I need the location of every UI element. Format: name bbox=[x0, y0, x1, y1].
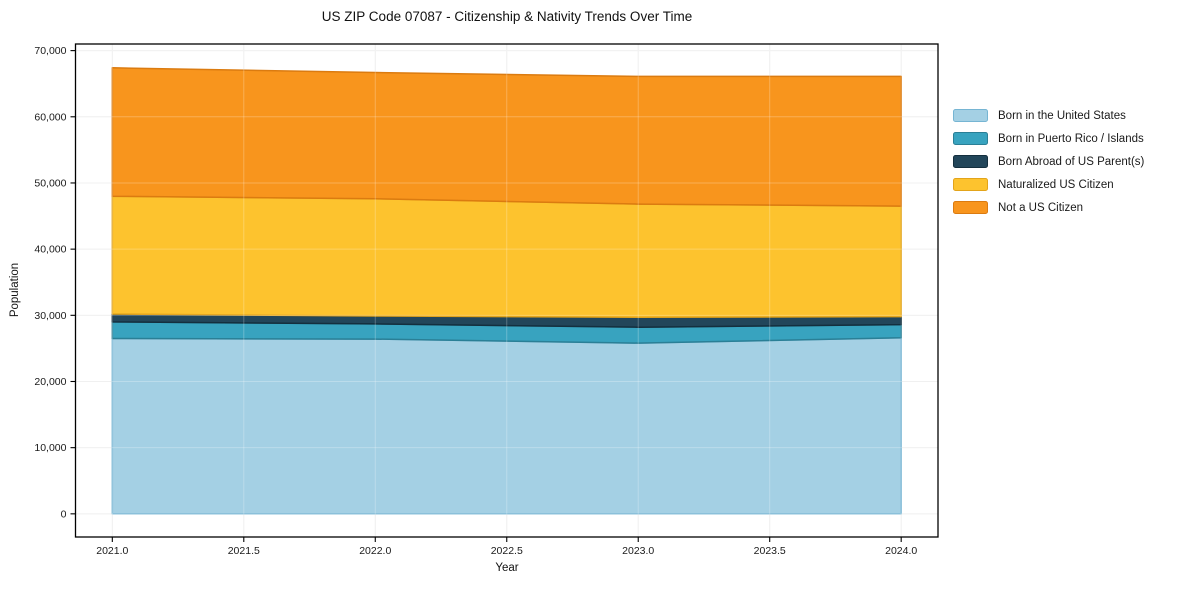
y-tick-labels: 0 10,000 20,000 30,000 40,000 50,000 60,000 70,… bbox=[34, 45, 66, 520]
y-axis-label: Population bbox=[9, 262, 21, 318]
svg-text:0: 0 bbox=[61, 508, 67, 520]
legend-swatch-naturalized-icon bbox=[953, 178, 988, 191]
svg-text:50,000: 50,000 bbox=[34, 177, 66, 189]
svg-text:30,000: 30,000 bbox=[34, 310, 66, 322]
svg-text:2021.0: 2021.0 bbox=[96, 545, 128, 557]
legend-swatch-not-citizen-icon bbox=[953, 201, 988, 214]
legend-item-born-abroad: Born Abroad of US Parent(s) bbox=[953, 150, 1144, 173]
svg-text:60,000: 60,000 bbox=[34, 111, 66, 123]
legend: Born in the United States Born in Puerto… bbox=[953, 104, 1144, 219]
gridlines-overlay bbox=[75, 44, 938, 537]
legend-label: Born Abroad of US Parent(s) bbox=[998, 155, 1145, 168]
legend-swatch-born-us-icon bbox=[953, 109, 988, 122]
svg-text:2022.0: 2022.0 bbox=[359, 545, 391, 557]
legend-item-not-citizen: Not a US Citizen bbox=[953, 196, 1144, 219]
svg-text:20,000: 20,000 bbox=[34, 376, 66, 388]
svg-text:70,000: 70,000 bbox=[34, 45, 66, 57]
svg-text:2022.5: 2022.5 bbox=[491, 545, 523, 557]
svg-text:2023.5: 2023.5 bbox=[754, 545, 786, 557]
svg-text:2021.5: 2021.5 bbox=[228, 545, 260, 557]
axis-ticks bbox=[70, 50, 902, 542]
legend-label: Naturalized US Citizen bbox=[998, 178, 1114, 191]
svg-text:2024.0: 2024.0 bbox=[885, 545, 917, 557]
legend-label: Not a US Citizen bbox=[998, 201, 1084, 214]
area-series-4 bbox=[111, 67, 902, 207]
svg-text:2023.0: 2023.0 bbox=[622, 545, 654, 557]
x-tick-labels: 2021.0 2021.5 2022.0 2022.5 2023.0 2023.5 2024… bbox=[96, 545, 917, 557]
legend-item-naturalized: Naturalized US Citizen bbox=[953, 173, 1144, 196]
legend-label: Born in the United States bbox=[998, 109, 1126, 122]
chart-title: US ZIP Code 07087 - Citizenship & Nativi… bbox=[321, 9, 693, 24]
legend-label: Born in Puerto Rico / Islands bbox=[998, 132, 1144, 145]
svg-text:40,000: 40,000 bbox=[34, 244, 66, 256]
svg-text:10,000: 10,000 bbox=[34, 442, 66, 454]
legend-item-puerto-rico: Born in Puerto Rico / Islands bbox=[953, 127, 1144, 150]
x-axis-label: Year bbox=[495, 562, 519, 574]
legend-swatch-puerto-rico-icon bbox=[953, 132, 988, 145]
legend-swatch-born-abroad-icon bbox=[953, 155, 988, 168]
legend-item-born-us: Born in the United States bbox=[953, 104, 1144, 127]
